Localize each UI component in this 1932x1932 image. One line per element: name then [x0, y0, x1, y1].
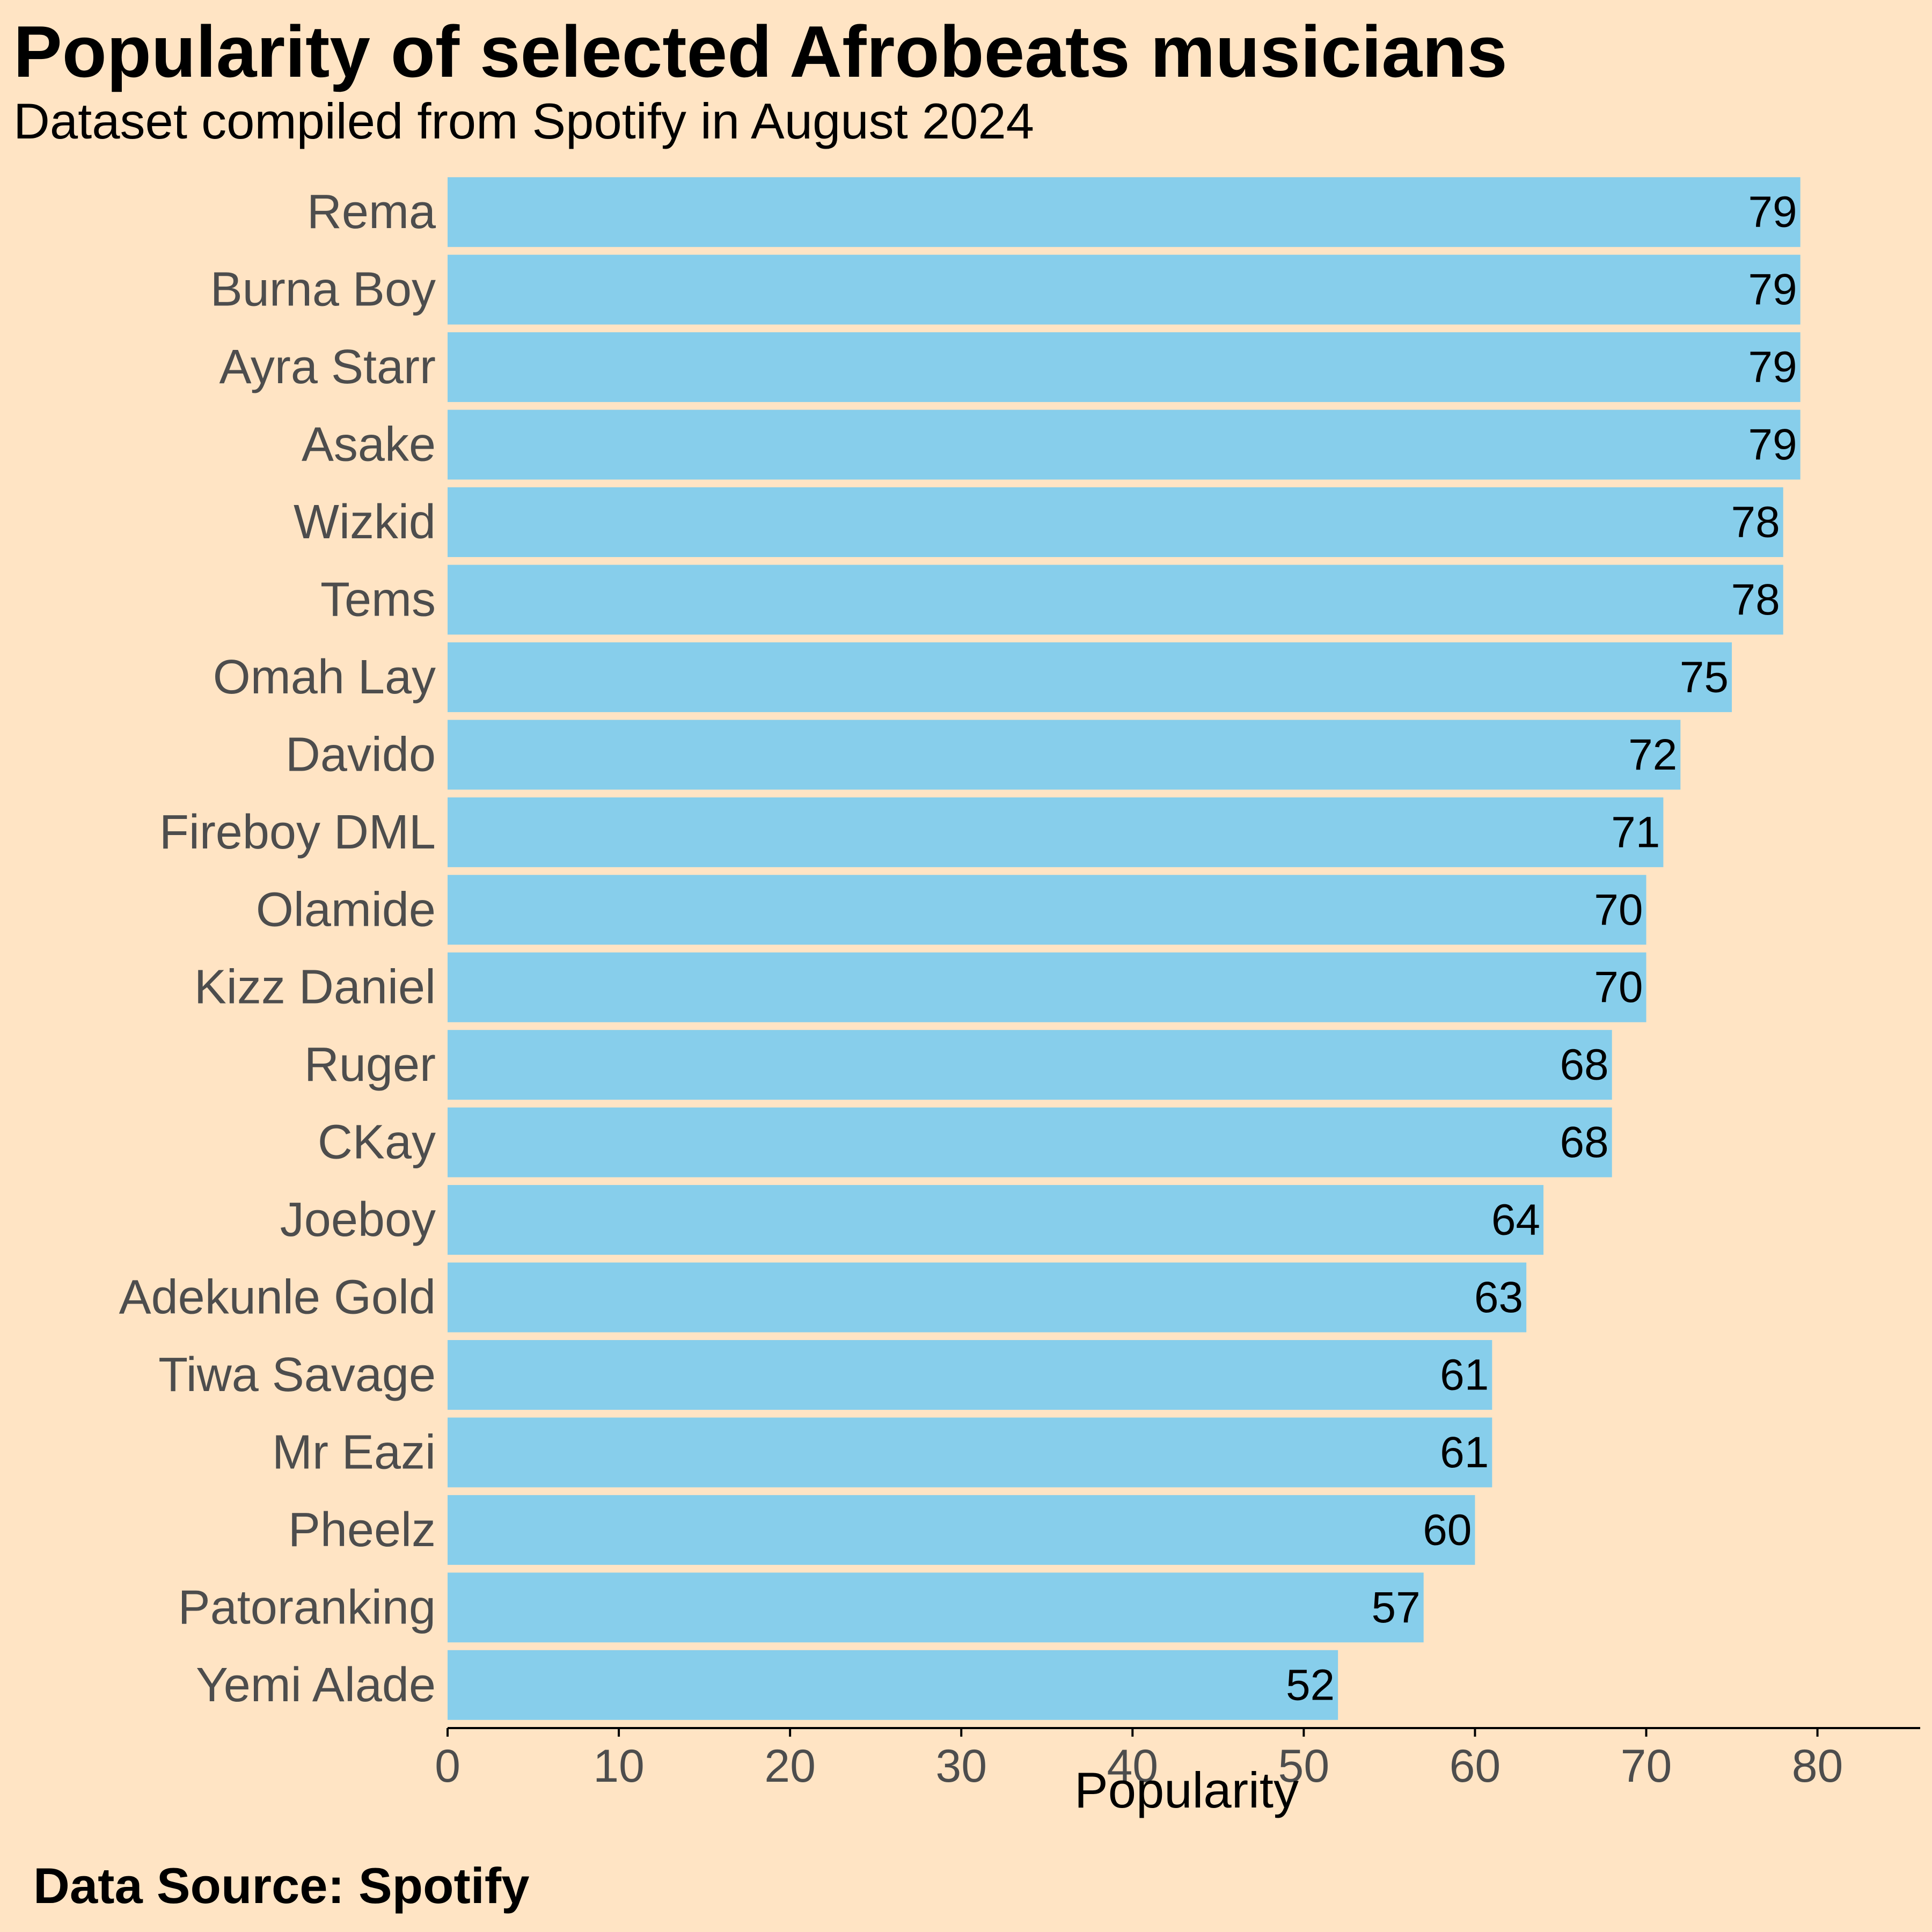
chart-title: Popularity of selected Afrobeats musicia… [13, 11, 1507, 92]
category-label: CKay [318, 1116, 436, 1169]
bars-group [448, 177, 1801, 1720]
x-tick-label: 80 [1792, 1740, 1843, 1792]
chart-subtitle: Dataset compiled from Spotify in August … [13, 93, 1034, 149]
value-label: 68 [1560, 1041, 1608, 1089]
category-label: Olamide [256, 883, 436, 936]
category-label: Joeboy [280, 1193, 436, 1247]
value-label: 78 [1731, 575, 1780, 624]
value-label: 60 [1423, 1505, 1472, 1554]
bar-mr-eazi [448, 1417, 1492, 1488]
value-label: 75 [1680, 653, 1729, 701]
x-tick-label: 40 [1107, 1740, 1158, 1792]
bar-adekunle-gold [448, 1262, 1527, 1333]
category-label: Asake [302, 418, 436, 472]
value-label: 79 [1748, 420, 1797, 469]
bar-joeboy [448, 1185, 1544, 1255]
bar-tems [448, 565, 1783, 635]
bar-pheelz [448, 1495, 1475, 1565]
category-label: Pheelz [288, 1503, 436, 1557]
category-label: Mr Eazi [272, 1425, 436, 1479]
x-tick-label: 10 [593, 1740, 645, 1792]
value-label: 79 [1748, 343, 1797, 392]
x-axis: 0 10 20 30 40 50 60 70 80 [435, 1727, 1920, 1792]
bar-yemi-alade [448, 1650, 1338, 1720]
category-label: Yemi Alade [196, 1658, 436, 1712]
x-tick-label: 50 [1278, 1740, 1330, 1792]
category-label: Fireboy DML [159, 806, 436, 859]
value-label: 78 [1731, 498, 1780, 547]
category-label: Ayra Starr [219, 340, 436, 394]
category-label: Wizkid [294, 495, 436, 549]
category-label: Tems [320, 573, 436, 626]
value-label: 71 [1611, 808, 1660, 857]
category-label: Ruger [304, 1038, 436, 1092]
bar-fireboy-dml [448, 797, 1664, 867]
bar-rema [448, 177, 1801, 247]
bar-ckay [448, 1107, 1612, 1177]
bar-ruger [448, 1030, 1612, 1100]
bar-olamide [448, 875, 1646, 945]
bar-burna-boy [448, 254, 1801, 325]
x-axis-title: Popularity [1074, 1762, 1299, 1818]
value-label: 79 [1748, 188, 1797, 237]
category-label: Patoranking [178, 1580, 436, 1634]
bar-tiwa-savage [448, 1340, 1492, 1410]
value-label: 68 [1560, 1118, 1608, 1167]
category-label: Tiwa Savage [158, 1348, 436, 1402]
x-tick-label: 0 [435, 1740, 460, 1792]
value-label: 63 [1474, 1273, 1523, 1322]
value-label: 52 [1286, 1660, 1335, 1709]
category-label: Kizz Daniel [194, 961, 436, 1014]
category-label: Rema [307, 185, 436, 239]
category-label: Burna Boy [210, 263, 436, 317]
data-source-caption: Data Source: Spotify [33, 1857, 530, 1914]
category-label: Omah Lay [213, 650, 436, 704]
bar-asake [448, 409, 1801, 480]
value-label: 72 [1628, 730, 1677, 779]
value-label: 57 [1371, 1583, 1420, 1632]
value-label: 79 [1748, 265, 1797, 314]
x-tick-label: 70 [1621, 1740, 1672, 1792]
x-tick-label: 30 [935, 1740, 987, 1792]
category-label: Adekunle Gold [119, 1271, 436, 1324]
x-tick-label: 60 [1450, 1740, 1501, 1792]
value-label: 70 [1594, 885, 1643, 934]
category-label: Davido [286, 728, 436, 781]
bar-ayra-starr [448, 332, 1801, 402]
category-labels: Rema Burna Boy Ayra Starr Asake Wizkid Tems Om… [119, 185, 436, 1712]
bar-patoranking [448, 1572, 1424, 1643]
value-label: 61 [1440, 1350, 1489, 1399]
value-label: 70 [1594, 963, 1643, 1012]
bar-kizz-daniel [448, 952, 1646, 1022]
bar-wizkid [448, 487, 1783, 558]
x-tick-label: 20 [764, 1740, 816, 1792]
value-label: 64 [1491, 1196, 1540, 1245]
bar-omah-lay [448, 642, 1732, 712]
bar-davido [448, 720, 1681, 790]
value-label: 61 [1440, 1428, 1489, 1477]
